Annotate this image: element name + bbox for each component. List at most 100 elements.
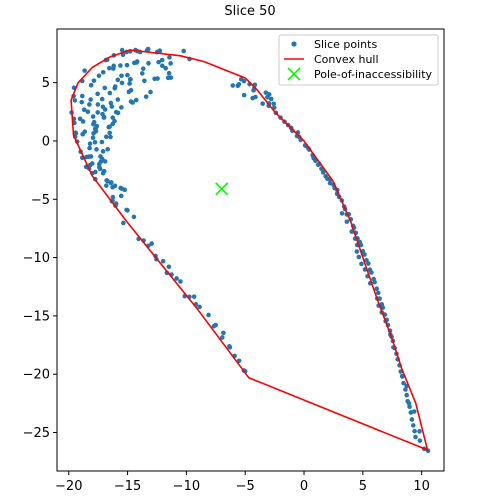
slice-point [165, 75, 171, 81]
slice-point [103, 134, 109, 140]
slice-point [118, 193, 124, 199]
slice-point [174, 276, 179, 281]
slice-point [93, 169, 98, 175]
slice-point [197, 304, 202, 310]
slice-point [149, 241, 154, 246]
slice-point [87, 102, 92, 107]
plot-frame [56, 28, 445, 472]
slice-point [124, 62, 130, 68]
slice-point [79, 99, 84, 105]
slice-point [219, 335, 225, 340]
slice-point [230, 83, 236, 88]
slice-point [156, 59, 161, 65]
slice-point [400, 374, 405, 379]
slice-point [125, 208, 130, 213]
slice-point [221, 330, 226, 336]
slice-point [362, 252, 367, 257]
slice-point [94, 147, 99, 152]
slice-point [82, 68, 87, 73]
y-tick-label: −5 [31, 193, 50, 208]
slice-point [125, 72, 130, 78]
slice-point [100, 111, 105, 117]
slice-point [119, 73, 124, 79]
slice-point [375, 290, 381, 296]
slice-point [127, 81, 132, 86]
slice-point [107, 124, 112, 130]
slice-point [93, 126, 98, 131]
y-axis: 5 0 −5 −10 −15 −20 −25 [23, 76, 57, 441]
slice-point [90, 135, 96, 140]
slice-point [100, 149, 106, 154]
slice-point [81, 107, 87, 112]
slice-point [411, 423, 416, 428]
slice-point [115, 77, 121, 83]
slice-point [108, 100, 114, 106]
legend-label-pole: Pole-of-inaccessibility [314, 68, 433, 81]
slice-point [107, 130, 112, 136]
legend-label-slice-points: Slice points [314, 38, 377, 51]
slice-point [108, 134, 113, 140]
slice-point [90, 114, 96, 119]
slice-point [131, 214, 137, 220]
slice-point [152, 76, 157, 82]
slice-point [265, 94, 270, 100]
slice-point [84, 154, 89, 160]
x-tick-label: 10 [413, 479, 430, 494]
slice-point [406, 401, 412, 406]
slice-point [109, 104, 115, 109]
slice-point [139, 71, 145, 76]
hull-layer [70, 49, 429, 451]
slice-point [102, 159, 108, 164]
slice-point [95, 102, 101, 107]
slice-point [91, 119, 97, 125]
pole-of-inaccessibility-marker [215, 182, 229, 196]
slice-point [372, 279, 377, 285]
slice-point [79, 93, 85, 99]
y-tick-label: −10 [23, 251, 50, 266]
slice-point [118, 63, 123, 68]
slice-point [236, 81, 242, 87]
y-tick-label: 0 [42, 134, 50, 149]
slice-point [411, 409, 417, 414]
slice-point [134, 60, 139, 65]
y-tick-label: 5 [42, 76, 50, 91]
slice-point [191, 294, 197, 299]
slice-point [121, 220, 126, 226]
slice-point [91, 78, 97, 83]
slice-point [271, 101, 276, 107]
slice-point [110, 194, 116, 200]
slice-point [110, 121, 116, 127]
slice-point [107, 65, 112, 71]
legend-marker-slice-points [291, 41, 297, 47]
slice-point [88, 82, 94, 88]
slice-point [241, 92, 247, 98]
slice-point [253, 94, 258, 100]
slice-point [163, 65, 168, 71]
slice-point [119, 47, 125, 53]
slice-point [168, 61, 173, 66]
slice-point [356, 254, 362, 260]
slice-point [100, 104, 106, 110]
slice-point [344, 219, 350, 224]
slice-point [260, 101, 265, 106]
legend-marker-pole [287, 67, 301, 81]
slice-point [95, 91, 100, 97]
slice-point [110, 115, 116, 120]
slice-point [160, 258, 166, 264]
slice-point [95, 110, 100, 115]
slice-point [119, 80, 125, 86]
slice-point [119, 186, 125, 191]
slice-point [140, 66, 146, 71]
slice-point [109, 180, 114, 185]
slice-point [98, 159, 104, 164]
convex-hull-line [70, 49, 429, 451]
x-tick-label: −15 [114, 479, 141, 494]
slice-point [82, 129, 88, 134]
slice-point [146, 60, 151, 66]
slice-point [320, 170, 326, 175]
slice-point [417, 429, 422, 434]
slice-point [359, 261, 364, 267]
slice-point [119, 105, 124, 110]
x-axis: −20 −15 −10 −5 0 5 10 [55, 471, 430, 494]
